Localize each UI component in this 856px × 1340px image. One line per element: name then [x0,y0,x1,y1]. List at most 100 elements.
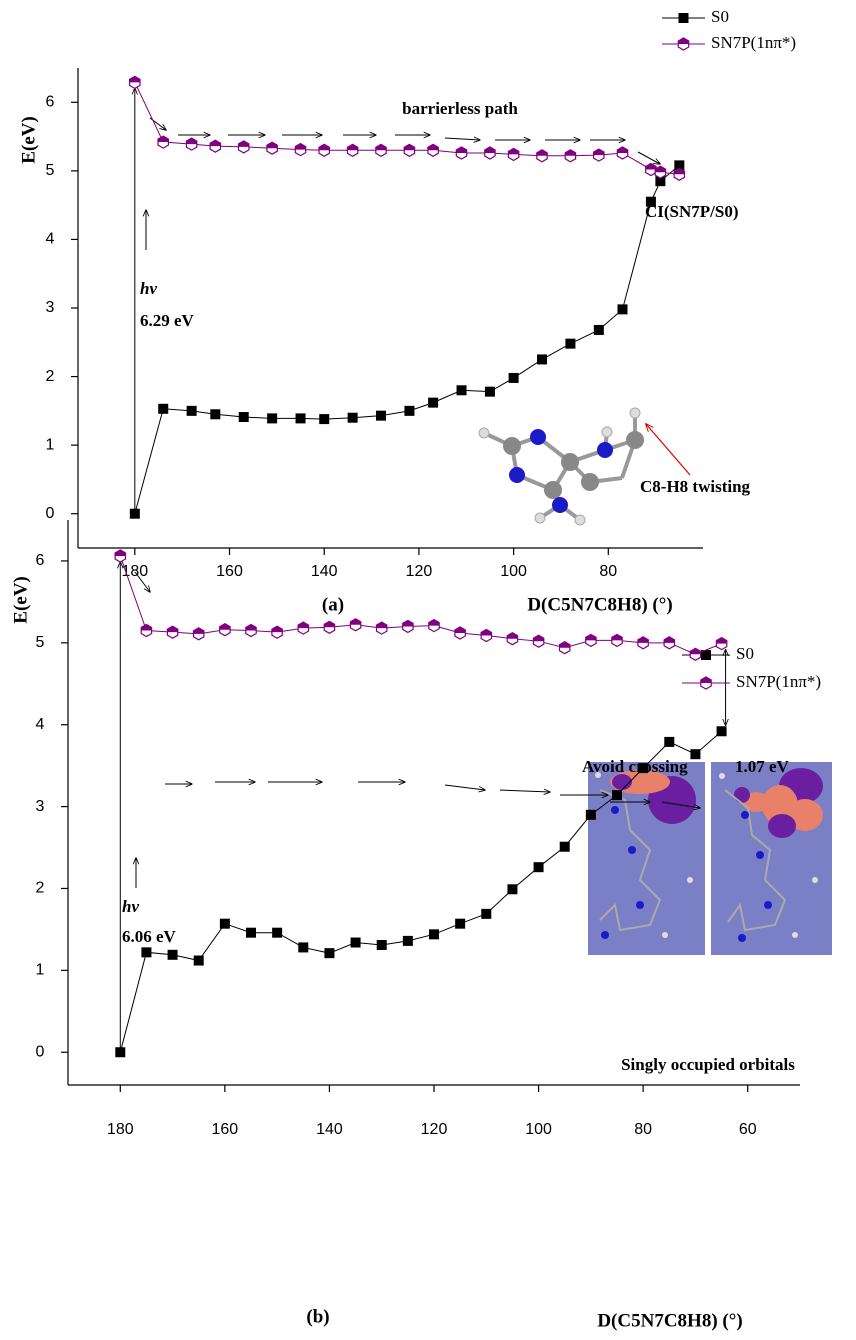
annotation: hv [122,897,139,916]
marker-half [319,144,329,150]
marker-half [638,637,648,643]
marker-half [612,634,622,640]
data-point [130,76,140,88]
series-line [135,165,680,513]
data-point [674,168,684,180]
data-point [376,144,386,156]
data-point [617,147,627,159]
data-point [429,929,439,939]
data-point [376,411,386,421]
x-tick-label: 180 [107,1121,134,1138]
data-point [717,726,727,736]
x-tick-label: 60 [739,1121,757,1138]
data-point [272,626,282,638]
panel-label: (b) [306,1306,329,1327]
data-point [679,13,689,23]
data-point [377,940,387,950]
data-point [350,619,360,631]
annotation: barrierless path [402,99,518,118]
y-tick-label: 3 [46,299,55,316]
x-tick-label: 160 [216,563,243,580]
data-point [594,149,604,161]
data-point [507,633,517,645]
marker-half [376,144,386,150]
x-tick-label: 80 [599,563,617,580]
marker-half [565,150,575,156]
data-point [348,413,358,423]
data-point [534,862,544,872]
legend-label: SN7P(1nπ*) [736,672,821,691]
data-point [533,635,543,647]
data-point [319,144,329,156]
data-point [210,140,220,152]
data-point [239,412,249,422]
data-point [141,947,151,957]
data-point [115,1047,125,1057]
x-tick-label: 100 [525,1121,552,1138]
marker-half [485,147,495,153]
marker-half [428,144,438,150]
data-point [267,142,277,154]
data-point [716,638,726,650]
y-tick-label: 4 [46,231,55,248]
data-point [481,909,491,919]
marker-half [701,677,711,683]
data-point [167,626,177,638]
x-tick-label: 120 [406,563,433,580]
x-tick-label: 140 [311,563,338,580]
annotation: hv [140,279,157,298]
data-point [298,942,308,952]
data-point [158,404,168,414]
marker-half [559,642,569,648]
data-point [612,634,622,646]
marker-half [716,638,726,644]
data-point [429,620,439,632]
y-tick-label: 5 [36,634,45,651]
marker-half [456,147,466,153]
data-point [664,637,674,649]
y-tick-label: 6 [36,552,45,569]
marker-half [481,629,491,635]
data-point [428,398,438,408]
molecule-sketch [479,408,644,525]
x-tick-label: 140 [316,1121,343,1138]
y-tick-label: 1 [36,962,45,979]
x-tick-label: 80 [634,1121,652,1138]
data-point [690,648,700,660]
data-point [485,387,495,397]
data-point [537,354,547,364]
y-tick-label: 2 [46,368,55,385]
data-point [428,144,438,156]
data-point [560,842,570,852]
data-point [690,749,700,759]
annotation: 1.07 eV [735,757,790,776]
data-point [678,38,688,50]
data-point [565,150,575,162]
data-point [455,919,465,929]
data-point [455,627,465,639]
marker-half [655,166,665,172]
legend-label: S0 [736,644,754,663]
data-point [403,936,413,946]
data-point [537,150,547,162]
data-point [194,956,204,966]
data-point [351,938,361,948]
y-tick-label: 2 [36,880,45,897]
path-arrow [500,790,550,792]
marker-half [246,625,256,631]
data-point [220,624,230,636]
data-point [612,790,622,800]
data-point [158,136,168,148]
data-point [267,413,277,423]
data-point [324,948,334,958]
marker-half [678,38,688,44]
y-tick-label: 3 [36,798,45,815]
marker-half [508,148,518,154]
pointer-arrow [646,424,690,475]
data-point [404,144,414,156]
marker-half [158,136,168,142]
x-tick-label: 160 [212,1121,239,1138]
data-point [238,141,248,153]
annotation: 6.06 eV [122,927,177,946]
data-point [565,339,575,349]
